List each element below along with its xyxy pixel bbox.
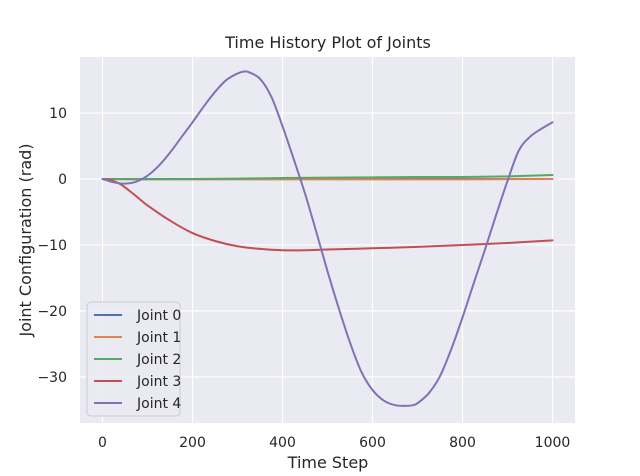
y-tick-label: −10 [37, 238, 67, 254]
legend-label: Joint 4 [136, 396, 181, 412]
series-line-joint-4 [101, 70, 554, 407]
series-line-joint-2 [101, 174, 554, 181]
legend-label: Joint 2 [136, 352, 181, 368]
chart-title: Time History Plot of Joints [224, 33, 431, 52]
x-tick-label: 0 [98, 435, 107, 451]
x-tick-label: 800 [449, 435, 476, 451]
legend-label: Joint 1 [136, 330, 181, 346]
y-tick-label: −20 [37, 304, 67, 320]
x-axis-ticks: 0 200 400 600 800 1000 [98, 435, 570, 451]
x-axis-title: Time Step [287, 453, 369, 472]
y-tick-label: 0 [58, 172, 67, 188]
legend-label: Joint 3 [136, 374, 181, 390]
x-tick-label: 1000 [535, 435, 571, 451]
legend: Joint 0 Joint 1 Joint 2 Joint 3 Joint 4 [86, 301, 181, 417]
y-axis-ticks: 10 0 −10 −20 −30 [37, 106, 67, 386]
y-tick-label: −30 [37, 370, 67, 386]
y-tick-label: 10 [49, 106, 67, 122]
y-axis-title: Joint Configuration (rad) [16, 143, 35, 337]
x-tick-label: 200 [179, 435, 206, 451]
series-lines [101, 70, 554, 407]
legend-box [86, 301, 181, 417]
x-tick-label: 600 [359, 435, 386, 451]
legend-label: Joint 0 [136, 308, 181, 324]
x-tick-label: 400 [269, 435, 296, 451]
series-line-joint-3 [101, 178, 554, 252]
